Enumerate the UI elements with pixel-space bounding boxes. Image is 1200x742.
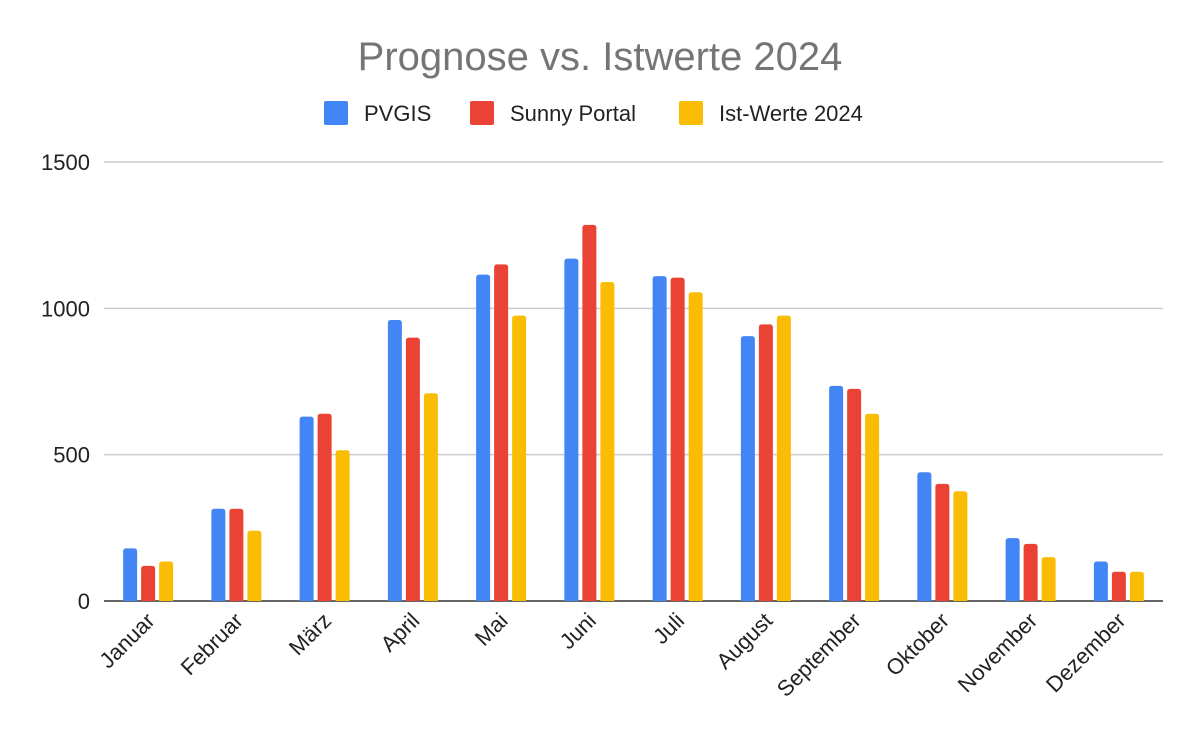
bar-pvgis-1 [211,508,226,601]
bar-ist-werte-2024-5 [600,281,615,601]
x-tick-label: Januar [94,608,159,673]
legend-label-3: Ist-Werte 2024 [719,101,863,126]
x-tick-label: September [772,608,866,702]
bar-ist-werte-2024-2 [335,450,350,601]
legend-label-2: Sunny Portal [510,101,636,126]
bar-ist-werte-2024-4 [512,315,527,601]
bar-pvgis-11 [1093,561,1108,601]
x-tick-label: November [953,608,1042,697]
bar-ist-werte-2024-7 [776,315,791,601]
legend-swatch-2 [470,101,494,125]
y-tick-label: 500 [53,443,90,468]
gridlines [104,161,1163,456]
y-axis: 0 500 1000 1500 [41,150,1163,614]
bars [123,224,1144,601]
bar-pvgis-7 [740,336,755,601]
bar-pvgis-8 [829,385,844,601]
bar-pvgis-9 [917,472,932,601]
bar-sunny-portal-0 [141,565,156,601]
x-tick-label: Juni [555,608,601,654]
bar-sunny-portal-6 [670,277,685,601]
x-tick-label: Juli [648,608,689,649]
chart-title: Prognose vs. Istwerte 2024 [358,35,843,79]
bar-ist-werte-2024-1 [247,530,262,601]
x-tick-label: Dezember [1041,608,1130,697]
x-tick-label: Februar [176,608,248,680]
bar-sunny-portal-5 [582,224,597,601]
bar-sunny-portal-10 [1023,543,1038,601]
bar-pvgis-6 [652,276,667,601]
bar-sunny-portal-9 [935,483,950,601]
x-tick-label: April [376,608,425,657]
legend-label-1: PVGIS [364,101,431,126]
x-tick-label: März [284,608,336,660]
bar-ist-werte-2024-8 [865,413,880,601]
bar-sunny-portal-3 [405,337,420,601]
bar-sunny-portal-7 [758,324,773,601]
y-tick-label: 0 [78,589,90,614]
bar-pvgis-10 [1005,538,1020,601]
bar-sunny-portal-2 [317,413,332,601]
bar-sunny-portal-4 [494,264,509,601]
x-tick-label: Mai [470,608,513,651]
y-tick-label: 1000 [41,296,90,321]
bar-sunny-portal-8 [847,388,862,601]
bar-ist-werte-2024-10 [1041,557,1056,601]
bar-sunny-portal-11 [1111,571,1126,601]
bar-ist-werte-2024-9 [953,491,968,601]
bar-pvgis-3 [387,320,402,601]
bar-ist-werte-2024-6 [688,292,703,601]
y-tick-label: 1500 [41,150,90,175]
legend-swatch-1 [324,101,348,125]
bar-pvgis-5 [564,258,579,601]
bar-pvgis-0 [123,548,138,601]
x-axis: Januar Februar März April Mai Juni Juli AugustS… [94,608,1130,702]
bar-pvgis-2 [299,416,314,601]
bar-sunny-portal-1 [229,508,244,601]
x-tick-label: Oktober [881,608,954,681]
bar-ist-werte-2024-0 [159,561,174,601]
bar-pvgis-4 [476,274,491,601]
legend: PVGIS Sunny Portal Ist-Werte 2024 [324,101,863,126]
bar-ist-werte-2024-3 [423,393,438,601]
legend-swatch-3 [679,101,703,125]
x-tick-label: August [711,608,777,674]
bar-ist-werte-2024-11 [1129,571,1144,601]
